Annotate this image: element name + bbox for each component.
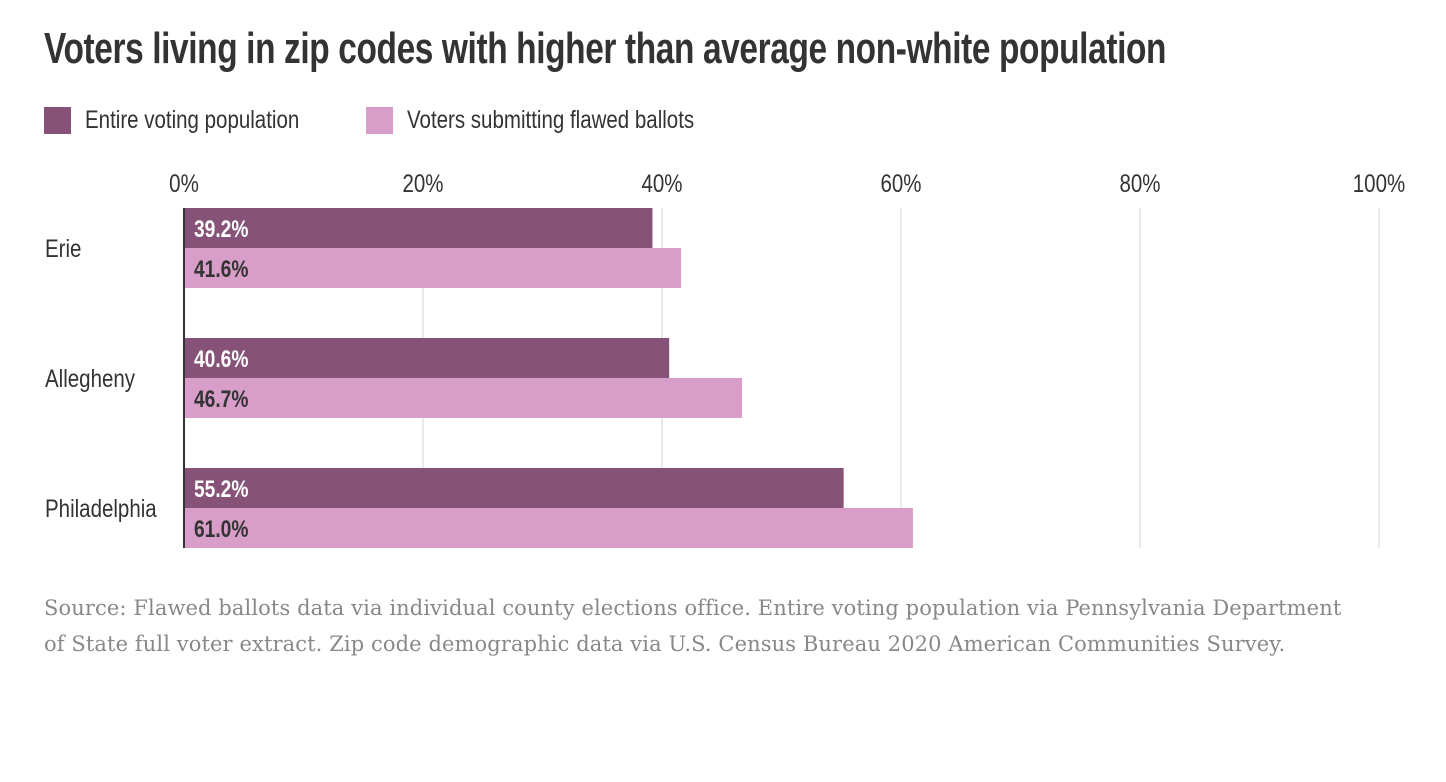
data-label: 61.0% <box>194 515 248 543</box>
bar-flawed-ballots <box>184 248 682 288</box>
x-tick-label: 0% <box>169 169 199 197</box>
x-tick-label: 40% <box>641 169 682 197</box>
bar-entire-population <box>184 208 653 248</box>
data-label: 41.6% <box>194 255 248 283</box>
bar-flawed-ballots <box>184 378 743 418</box>
data-label: 39.2% <box>194 215 248 243</box>
category-label: Allegheny <box>45 364 136 392</box>
source-note: Source: Flawed ballots data via individu… <box>44 596 1342 656</box>
x-tick-label: 80% <box>1119 169 1160 197</box>
legend-item-flawed-ballots: Voters submitting flawed ballots <box>366 106 757 135</box>
x-tick-label: 100% <box>1353 169 1405 197</box>
bar-flawed-ballots <box>184 508 913 548</box>
legend: Entire voting population Voters submitti… <box>44 106 797 135</box>
data-label: 46.7% <box>194 385 248 413</box>
legend-label: Entire voting population <box>85 106 300 134</box>
data-label: 40.6% <box>194 345 248 373</box>
bar-entire-population <box>184 338 670 378</box>
data-label: 55.2% <box>194 475 248 503</box>
x-tick-label: 20% <box>402 169 443 197</box>
bar-entire-population <box>184 468 844 508</box>
category-label: Philadelphia <box>45 494 157 522</box>
legend-item-entire-population: Entire voting population <box>44 106 346 135</box>
x-tick-label: 60% <box>880 169 921 197</box>
legend-label: Voters submitting flawed ballots <box>407 106 695 134</box>
legend-swatch-entire-population <box>44 107 71 134</box>
chart-title: Voters living in zip codes with higher t… <box>44 24 1167 73</box>
legend-swatch-flawed-ballots <box>366 107 394 134</box>
category-label: Erie <box>45 234 81 262</box>
